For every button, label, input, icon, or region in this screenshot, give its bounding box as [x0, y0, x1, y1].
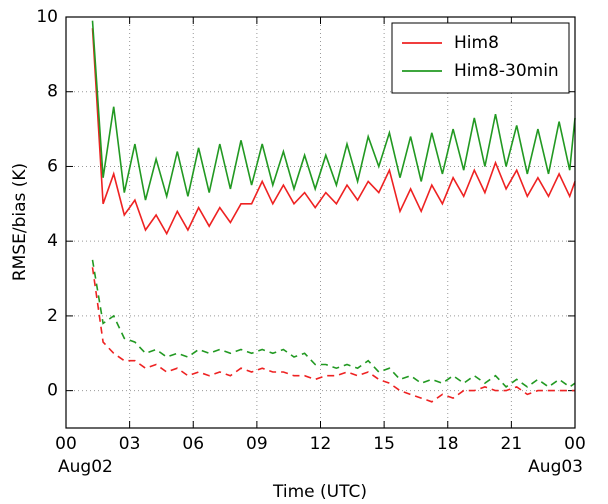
legend-label: Him8-30min: [454, 61, 559, 81]
rmse-line: [91, 20, 576, 201]
y-axis-label: RMSE/bias (K): [10, 163, 30, 281]
date-label: Aug02: [58, 457, 113, 477]
y-tick-label: 8: [47, 82, 58, 102]
bias-line: [91, 267, 575, 403]
x-tick-label: 21: [501, 434, 523, 454]
rmse-line: [91, 28, 576, 236]
x-tick-label: 18: [437, 434, 459, 454]
x-tick-label: 03: [119, 434, 141, 454]
x-tick-label: 06: [182, 434, 204, 454]
x-tick-label: 15: [373, 434, 395, 454]
y-tick-label: 10: [36, 7, 58, 27]
legend-label: Him8: [454, 33, 499, 53]
date-label: Aug03: [528, 457, 583, 477]
x-axis-label: Time (UTC): [272, 482, 367, 502]
x-tick-label: 00: [564, 434, 586, 454]
x-tick-label: 09: [246, 434, 268, 454]
x-tick-label: 12: [310, 434, 332, 454]
plot-frame: [65, 16, 576, 429]
y-tick-label: 4: [47, 231, 58, 251]
x-tick-label: 00: [55, 434, 77, 454]
y-tick-label: 6: [47, 156, 58, 176]
y-tick-label: 0: [47, 381, 58, 401]
legend-box: [391, 22, 570, 94]
bias-line: [91, 259, 576, 388]
y-tick-label: 2: [47, 306, 58, 326]
